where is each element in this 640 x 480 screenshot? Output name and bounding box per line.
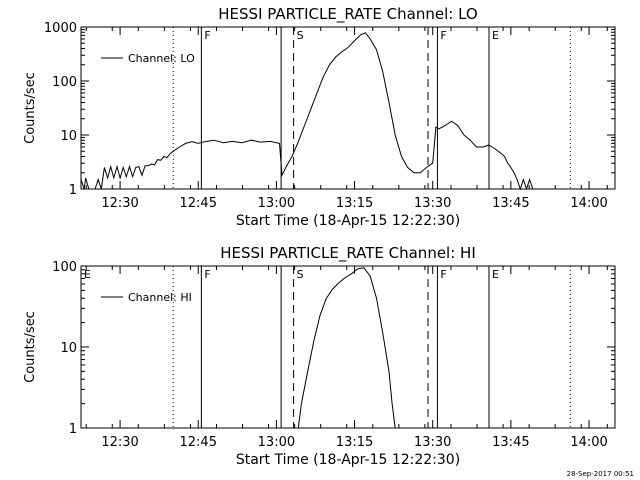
event-marker-label: F (204, 29, 210, 42)
y-tick-label: 1000 (44, 21, 77, 36)
legend-label: Channel: LO (128, 52, 195, 65)
x-tick-label: 13:30 (414, 435, 451, 450)
y-tick-label: 1 (69, 183, 77, 198)
y-tick-label: 10 (60, 341, 77, 356)
x-tick-label: 13:00 (258, 435, 295, 450)
x-tick-label: 13:15 (336, 196, 373, 211)
x-axis-label: Start Time (18-Apr-15 12:22:30) (236, 452, 460, 468)
chart-title: HESSI PARTICLE_RATE Channel: LO (218, 5, 477, 24)
x-tick-label: 12:30 (101, 435, 138, 450)
event-marker-label: E (84, 268, 91, 281)
y-tick-label: 1 (69, 422, 77, 437)
event-marker-label: S (297, 268, 304, 281)
x-tick-label: 13:30 (414, 196, 451, 211)
legend-label: Channel: HI (128, 291, 192, 304)
event-marker-label: F (204, 268, 210, 281)
y-tick-label: 100 (52, 260, 77, 275)
x-tick-label: 14:00 (570, 435, 607, 450)
plot-frame (80, 26, 616, 190)
event-marker-label: E (492, 268, 499, 281)
chart-panel-lo: HESSI PARTICLE_RATE Channel: LO 12:30 12:4… (23, 5, 616, 229)
x-tick-label: 12:45 (180, 435, 217, 450)
x-axis-label: Start Time (18-Apr-15 12:22:30) (236, 213, 460, 229)
series-line (297, 267, 396, 429)
x-tick-label: 12:30 (101, 196, 138, 211)
y-axis-label: Counts/sec (23, 311, 38, 383)
x-tick-label: 13:00 (258, 196, 295, 211)
y-axis-label: Counts/sec (23, 72, 38, 144)
chart-panel-hi: HESSI PARTICLE_RATE Channel: HI 12:30 12:4… (23, 244, 616, 468)
x-tick-label: 13:45 (492, 196, 529, 211)
x-tick-label: 13:45 (492, 435, 529, 450)
x-tick-label: 12:45 (180, 196, 217, 211)
chart-title: HESSI PARTICLE_RATE Channel: HI (220, 244, 476, 263)
series-line (80, 32, 543, 191)
event-marker-label: E (492, 29, 499, 42)
event-marker-label: S (297, 29, 304, 42)
x-tick-label: 13:15 (336, 435, 373, 450)
event-marker-label: F (440, 268, 446, 281)
x-tick-label: 14:00 (570, 196, 607, 211)
event-marker-label: F (440, 29, 446, 42)
y-tick-label: 10 (60, 129, 77, 144)
y-tick-label: 100 (52, 75, 77, 90)
footer-timestamp: 28-Sep-2017 00:51 (566, 470, 634, 478)
